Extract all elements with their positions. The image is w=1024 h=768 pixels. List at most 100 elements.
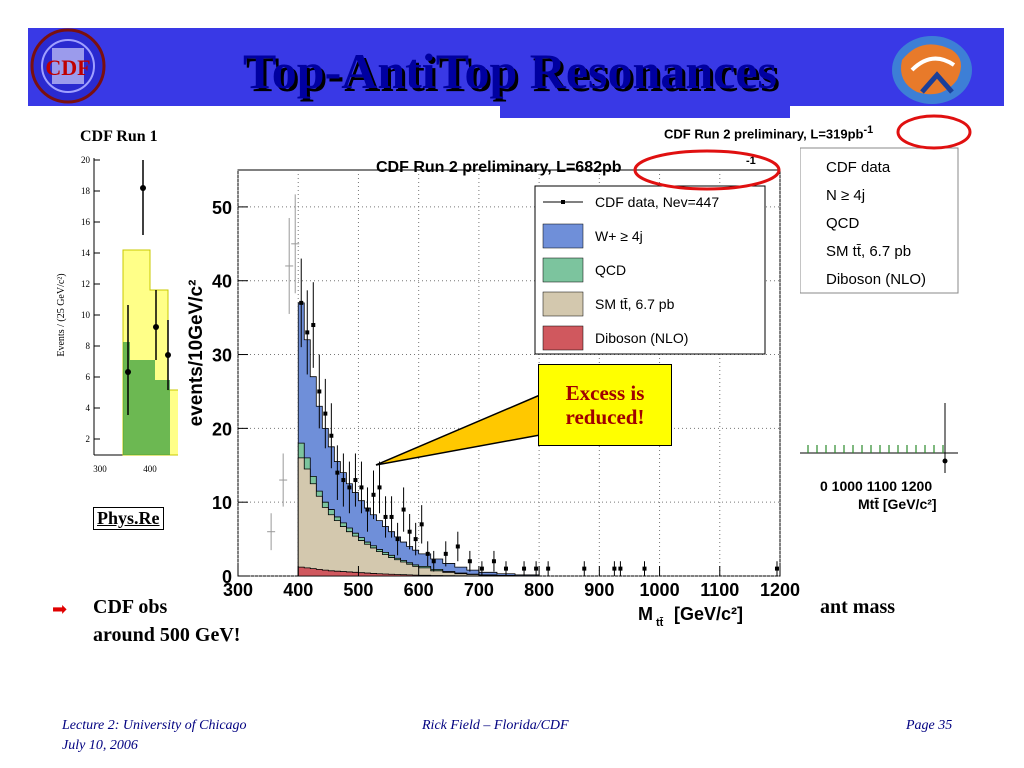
x-tick-label: 700 xyxy=(464,580,494,600)
cdf-logo: CDF xyxy=(30,28,106,104)
data-point xyxy=(377,485,382,490)
title-underline-bar xyxy=(500,106,790,118)
data-point xyxy=(389,514,394,519)
arrow-bullet-icon: ➡ xyxy=(52,599,68,620)
data-point xyxy=(299,300,304,305)
run2-319-legend-entry: QCD xyxy=(826,215,860,232)
phys-ref-link[interactable]: Phys.Re xyxy=(93,507,164,530)
x-axis-label-sub: tt̄ xyxy=(656,617,664,628)
run1-ytick-label: 20 xyxy=(81,155,91,165)
legend-swatch xyxy=(542,291,584,317)
run2-319-title-sup: -1 xyxy=(863,124,874,136)
x-tick-label: 900 xyxy=(584,580,614,600)
legend-label: CDF data, Nev=447 xyxy=(595,194,719,210)
data-point xyxy=(371,492,376,497)
data-point xyxy=(335,470,340,475)
x-tick-label: 1200 xyxy=(760,580,800,600)
data-point xyxy=(401,507,406,512)
callout-arrow xyxy=(375,393,541,466)
data-point xyxy=(329,433,334,438)
run2-319-title: CDF Run 2 preliminary, L=319pb-1 xyxy=(664,124,873,141)
ttbar-area xyxy=(297,457,540,577)
bullet-text: CDF obs xyxy=(93,596,168,618)
bullet-text-line2: around 500 GeV! xyxy=(93,624,241,646)
run2-319-legend-entry: SM tt̄, 6.7 pb xyxy=(826,243,912,260)
y-axis-label: events/10GeV/c² xyxy=(186,280,207,427)
run2-319-legend-entry: Diboson (NLO) xyxy=(826,271,927,288)
run1-ytick-label: 8 xyxy=(86,341,91,351)
run2-319-xticks: 0 1000 1100 1200 xyxy=(820,478,933,494)
x-tick-label: 1100 xyxy=(700,580,739,600)
run2-319-legend-entry: N ≥ 4j xyxy=(826,187,866,204)
run1-ytick-label: 2 xyxy=(86,434,91,444)
legend-label: QCD xyxy=(595,262,626,278)
data-point xyxy=(425,551,430,556)
y-tick-label: 20 xyxy=(212,419,232,439)
data-point xyxy=(305,330,310,335)
data-point xyxy=(353,478,358,483)
data-point xyxy=(642,566,647,571)
data-point xyxy=(419,522,424,527)
y-tick-label: 30 xyxy=(212,346,232,366)
run1-ytick-label: 4 xyxy=(86,403,91,413)
florida-logo xyxy=(892,36,972,104)
run1-label: CDF Run 1 xyxy=(80,128,158,145)
legend-swatch xyxy=(542,257,584,283)
data-point xyxy=(359,485,364,490)
data-point xyxy=(383,514,388,519)
legend-marker xyxy=(561,200,565,204)
data-point xyxy=(365,507,370,512)
main-chart-svg: 0 10 20 30 40 50 300 400 500 600 700 800 900 1000 1100… xyxy=(186,155,800,628)
footer-lecture: Lecture 2: University of Chicago xyxy=(62,718,247,733)
x-tick-label: 300 xyxy=(223,580,253,600)
data-point xyxy=(455,544,460,549)
footer-date: July 10, 2006 xyxy=(62,738,138,753)
footer-author: Rick Field – Florida/CDF xyxy=(422,718,569,733)
data-point xyxy=(618,566,623,571)
run1-ytick-label: 14 xyxy=(81,248,91,258)
run2-319-xlabel: Mtt̄ [GeV/c²] xyxy=(858,496,937,512)
x-tick-label: 400 xyxy=(283,580,313,600)
callout-box: Excess is reduced! xyxy=(538,364,672,446)
chart-title: CDF Run 2 preliminary, L=682pb xyxy=(376,159,622,176)
legend-swatch xyxy=(542,325,584,351)
run1-ytick-label: 16 xyxy=(81,217,91,227)
run2-319-legend-entry: CDF data xyxy=(826,159,891,176)
data-point xyxy=(491,559,496,564)
data-point xyxy=(534,566,539,571)
run1-xtick-label: 300 xyxy=(93,464,107,474)
svg-text:CDF: CDF xyxy=(45,55,90,80)
data-point xyxy=(311,323,316,328)
run2-319-panel xyxy=(800,147,959,473)
data-point xyxy=(395,537,400,542)
x-axis-label-unit: [GeV/c²] xyxy=(674,604,743,624)
y-tick-label: 0 xyxy=(222,567,232,587)
wjets-area xyxy=(297,302,540,577)
x-tick-label: 800 xyxy=(524,580,554,600)
run2-319-title-main: CDF Run 2 preliminary, L=319pb xyxy=(664,126,864,142)
circle-highlight-319 xyxy=(896,114,972,150)
legend-label: SM tt̄, 6.7 pb xyxy=(595,296,675,312)
run1-ytick-label: 10 xyxy=(81,310,91,320)
footer-page: Page 35 xyxy=(906,718,953,733)
slide-header xyxy=(0,0,1024,106)
data-point xyxy=(341,478,346,483)
data-point xyxy=(413,537,418,542)
main-chart: 0 10 20 30 40 50 300 400 500 600 700 800 900 1000 1100… xyxy=(178,150,800,628)
data-point xyxy=(612,566,617,571)
x-tick-label: 600 xyxy=(404,580,434,600)
callout-line2: reduced! xyxy=(565,405,645,429)
run1-ytick-label: 6 xyxy=(86,372,91,382)
data-point xyxy=(323,411,328,416)
data-point xyxy=(479,566,484,571)
data-point xyxy=(503,566,508,571)
y-tick-label: 10 xyxy=(212,493,232,513)
callout-line1: Excess is xyxy=(565,380,645,405)
data-point xyxy=(431,559,436,564)
run1-ytick-label: 12 xyxy=(81,279,90,289)
chart-title-sup: -1 xyxy=(746,155,756,167)
slide-title: Top-AntiTop Resonances xyxy=(243,43,777,99)
data-point xyxy=(546,566,551,571)
legend-swatch xyxy=(542,223,584,249)
run1-plot: Events / (25 GeV/c²) 20 18 16 14 12 10 8 6 4 2 300… xyxy=(56,155,180,474)
